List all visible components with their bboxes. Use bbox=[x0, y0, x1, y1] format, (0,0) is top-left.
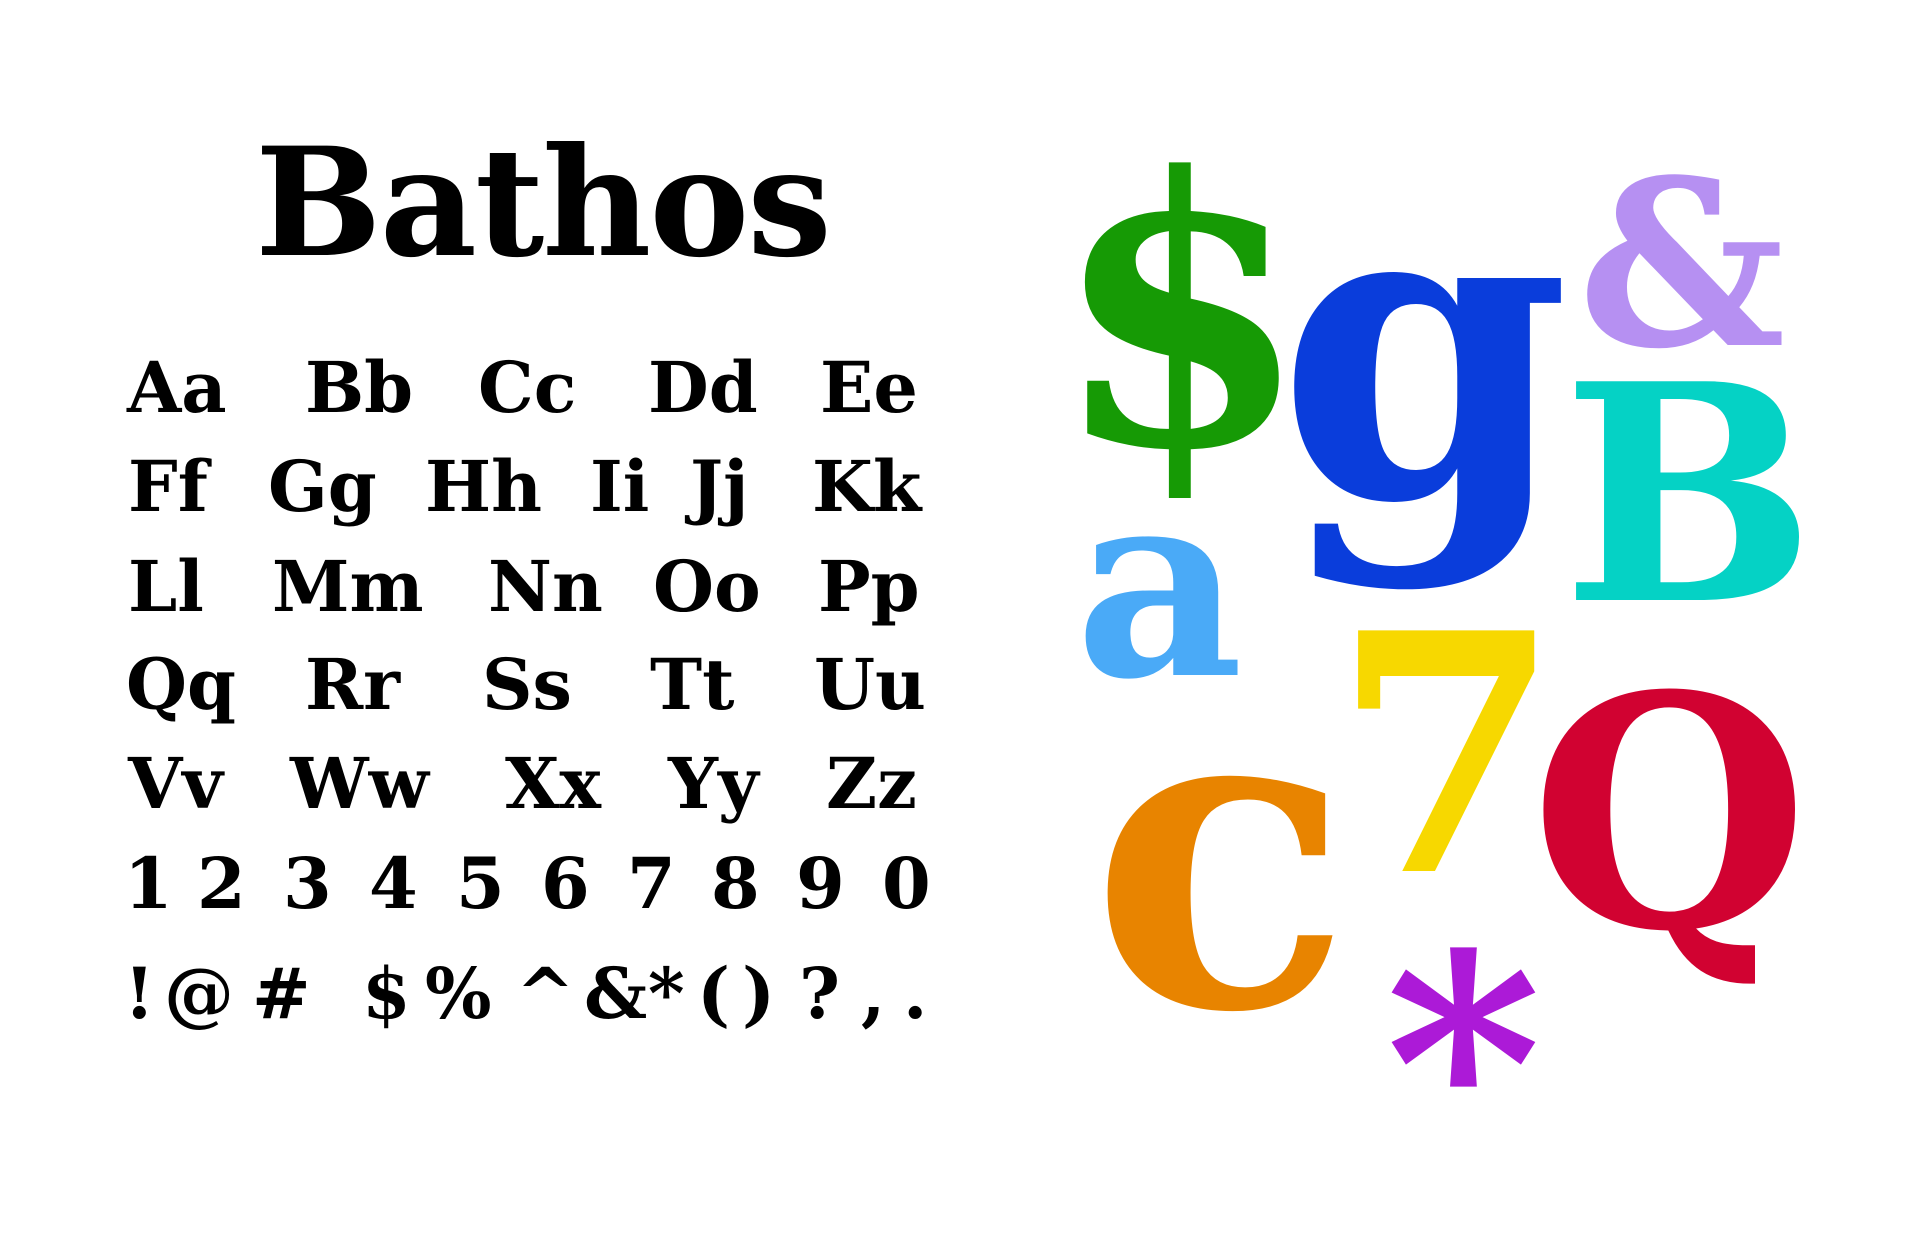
glyph-pair: Kk bbox=[812, 445, 922, 528]
showcase-ampersand-glyph: & bbox=[1578, 130, 1786, 400]
numeral-glyph: 3 bbox=[283, 842, 332, 925]
glyph-pair: Uu bbox=[814, 643, 926, 726]
glyph-pair: Qq bbox=[126, 643, 236, 726]
glyph-pair: Hh bbox=[425, 445, 543, 528]
punctuation-glyph: ? bbox=[799, 952, 841, 1035]
punctuation-glyph: & bbox=[584, 952, 648, 1035]
punctuation-glyph: ^ bbox=[516, 952, 575, 1035]
numeral-glyph: 8 bbox=[711, 842, 760, 925]
glyph-pair: Dd bbox=[648, 346, 758, 429]
glyph-pair: Ff bbox=[128, 445, 208, 528]
punctuation-glyph: # bbox=[252, 952, 311, 1035]
numeral-glyph: 7 bbox=[627, 842, 676, 925]
numeral-glyph: 5 bbox=[456, 842, 505, 925]
glyph-pair: Pp bbox=[818, 545, 920, 628]
showcase-seven-glyph: 7 bbox=[1332, 561, 1562, 949]
glyph-pair: Oo bbox=[653, 545, 761, 628]
glyph-pair: Mm bbox=[272, 545, 424, 628]
punctuation-glyph: , bbox=[861, 952, 886, 1035]
font-specimen: Bathos Aa Bb Cc Dd Ee Ff Gg Hh Ii Jj Kk … bbox=[124, 98, 1816, 1215]
numeral-glyph: 6 bbox=[541, 842, 590, 925]
numeral-glyph: 9 bbox=[796, 842, 845, 925]
glyph-pair: Bb bbox=[305, 346, 414, 429]
punctuation-glyph: ! bbox=[124, 952, 155, 1035]
glyph-pair: Aa bbox=[127, 346, 227, 429]
glyph-pair: Ww bbox=[290, 742, 429, 825]
numeral-glyph: 0 bbox=[882, 842, 931, 925]
glyph-pair: Rr bbox=[305, 643, 401, 726]
showcase-g-glyph: g bbox=[1277, 103, 1571, 596]
glyph-pair: Tt bbox=[650, 643, 735, 726]
glyph-pair: Jj bbox=[690, 445, 749, 528]
glyph-pair: Xx bbox=[505, 742, 602, 825]
glyph-pair: Ee bbox=[820, 346, 918, 429]
glyph-pair: Vv bbox=[128, 742, 223, 825]
showcase-q-glyph: Q bbox=[1530, 627, 1809, 1002]
punctuation-glyph: @ bbox=[164, 952, 234, 1035]
font-title: Bathos bbox=[255, 115, 832, 291]
numeral-glyph: 2 bbox=[197, 842, 246, 925]
showcase-b-glyph: B bbox=[1562, 318, 1816, 671]
glyph-pair: Cc bbox=[478, 346, 577, 429]
punctuation-glyph: $ bbox=[362, 952, 411, 1035]
glyph-pair: Gg bbox=[268, 445, 377, 528]
showcase-c-glyph: c bbox=[1090, 602, 1352, 1107]
punctuation-glyph: ( bbox=[697, 952, 731, 1035]
punctuation-glyph: ) bbox=[742, 952, 776, 1035]
glyph-pair: Nn bbox=[488, 545, 603, 628]
glyph-pair: Yy bbox=[668, 742, 759, 825]
punctuation-glyph: % bbox=[425, 952, 492, 1035]
numeral-glyph: 4 bbox=[369, 842, 418, 925]
glyph-pair: Ll bbox=[128, 545, 204, 628]
numeral-glyph: 1 bbox=[124, 842, 173, 925]
punctuation-glyph: . bbox=[903, 952, 928, 1035]
punctuation-glyph: * bbox=[648, 952, 685, 1035]
showcase-asterisk-glyph: * bbox=[1385, 888, 1542, 1241]
glyph-pair: Ss bbox=[482, 643, 572, 726]
showcase-dollar-glyph: $ bbox=[1052, 98, 1310, 532]
glyph-pair: Zz bbox=[826, 742, 917, 825]
showcase-a-glyph: a bbox=[1075, 432, 1244, 737]
glyph-pair: Ii bbox=[590, 445, 650, 528]
